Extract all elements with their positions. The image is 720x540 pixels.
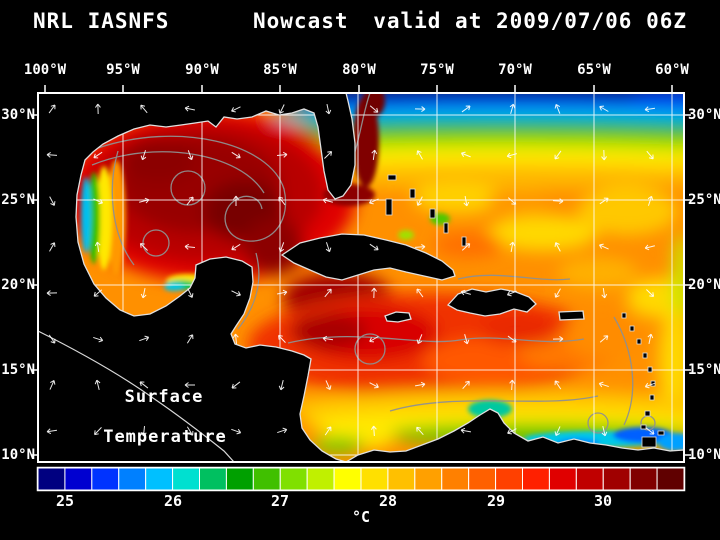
lat-label-left: 25°N xyxy=(1,192,35,208)
lon-label: 90°W xyxy=(185,62,219,78)
colorbar-segment xyxy=(279,467,308,491)
colorbar-segment xyxy=(360,467,389,491)
annotation-surface: Surface xyxy=(124,387,204,407)
colorbar-segment xyxy=(199,467,227,491)
land-jamaica xyxy=(384,311,412,323)
land-hispaniola xyxy=(446,288,537,317)
colorbar-segment xyxy=(495,467,523,491)
colorbar-unit: °C xyxy=(351,508,371,526)
lat-label-right: 20°N xyxy=(688,277,720,293)
land-south-america xyxy=(344,408,684,462)
lat-label-left: 30°N xyxy=(1,107,35,123)
pacific-coastline xyxy=(38,330,235,462)
colorbar-segment xyxy=(333,467,362,491)
colorbar-segment xyxy=(91,467,120,491)
map-frame xyxy=(37,92,685,463)
colorbar-segment xyxy=(172,467,201,491)
colorbar-tick: 29 xyxy=(486,492,506,510)
colorbar-tick: 25 xyxy=(55,492,75,510)
lat-label-left: 10°N xyxy=(1,447,35,463)
land-cuba xyxy=(280,233,456,281)
lon-label: 60°W xyxy=(655,62,689,78)
lon-label: 75°W xyxy=(420,62,454,78)
colorbar-segment xyxy=(575,467,604,491)
lat-label-left: 15°N xyxy=(1,362,35,378)
lon-label: 85°W xyxy=(263,62,297,78)
colorbar-frame xyxy=(36,466,686,492)
lon-label: 95°W xyxy=(106,62,140,78)
colorbar-segment xyxy=(37,467,66,491)
title-valid-time: valid at 2009/07/06 06Z xyxy=(373,9,687,33)
lat-label-right: 10°N xyxy=(688,447,720,463)
lon-label: 65°W xyxy=(577,62,611,78)
colorbar-tick: 27 xyxy=(270,492,290,510)
colorbar-tick: 28 xyxy=(378,492,398,510)
colorbar-segment xyxy=(252,467,281,491)
lat-label-right: 15°N xyxy=(688,362,720,378)
annotation-temperature: Temperature xyxy=(103,427,227,447)
title-model: NRL IASNFS xyxy=(33,9,170,33)
colorbar-segment xyxy=(225,467,254,491)
current-arrows xyxy=(46,103,656,437)
colorbar-segment xyxy=(629,467,658,491)
axis-ticks xyxy=(31,85,691,456)
lon-label: 80°W xyxy=(342,62,376,78)
lon-label: 100°W xyxy=(23,62,67,78)
colorbar-tick: 26 xyxy=(163,492,183,510)
colorbar-segment xyxy=(602,467,631,491)
colorbar-segments xyxy=(37,467,685,491)
colorbar-segment xyxy=(306,467,335,491)
colorbar-segment xyxy=(441,467,470,491)
colorbar-segment xyxy=(522,467,550,491)
land-puerto-rico xyxy=(558,310,585,321)
colorbar-segment xyxy=(656,467,685,491)
colorbar-segment xyxy=(145,467,174,491)
colorbar-segment xyxy=(118,467,147,491)
colorbar-segment xyxy=(468,467,497,491)
lat-label-left: 20°N xyxy=(1,277,35,293)
colorbar-segment xyxy=(387,467,416,491)
land-north-america xyxy=(38,93,356,462)
colorbar-segment xyxy=(414,467,443,491)
title-product: Nowcast xyxy=(253,9,349,33)
colorbar-segment xyxy=(64,467,93,491)
colorbar-segment xyxy=(548,467,577,491)
lat-label-right: 25°N xyxy=(688,192,720,208)
land-mask xyxy=(38,93,684,462)
lon-label: 70°W xyxy=(498,62,532,78)
lat-label-right: 30°N xyxy=(688,107,720,123)
colorbar-tick: 30 xyxy=(593,492,613,510)
small-islands xyxy=(385,174,665,448)
